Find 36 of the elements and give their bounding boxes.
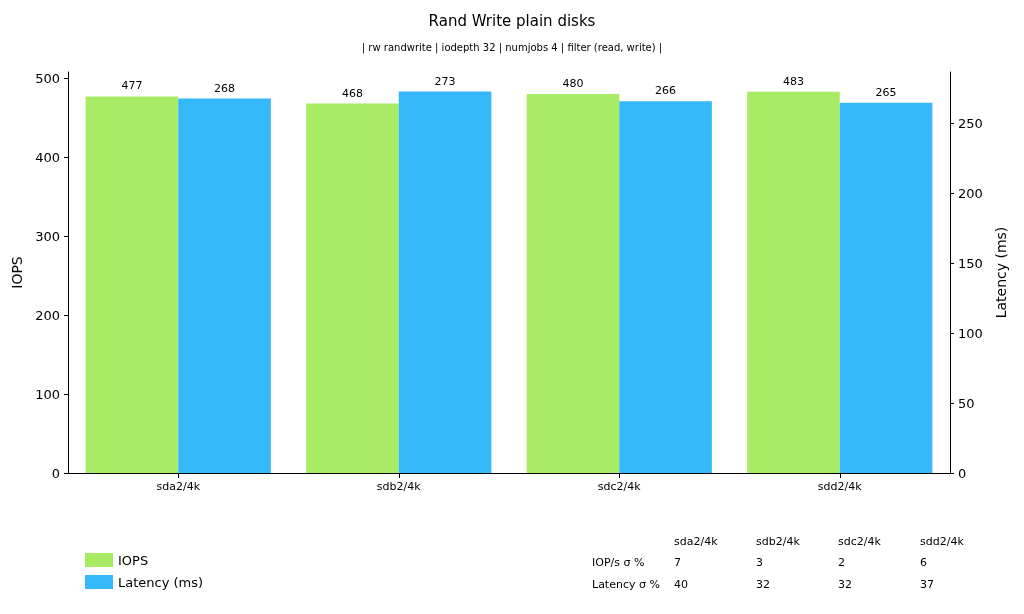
x-tick-label: sda2/4k bbox=[156, 480, 201, 493]
legend-label: IOPS bbox=[118, 552, 149, 568]
data-label: 468 bbox=[341, 86, 363, 100]
data-label: 268 bbox=[214, 81, 236, 95]
x-tick-label: sdd2/4k bbox=[817, 480, 863, 493]
y-tick-label: 500 bbox=[35, 70, 60, 86]
chart-title: Rand Write plain disks bbox=[428, 11, 596, 30]
category-label: sdd2/4k bbox=[920, 535, 964, 548]
data-label: 483 bbox=[782, 74, 804, 88]
data-label: 480 bbox=[562, 77, 584, 91]
y-tick-label: 200 bbox=[35, 307, 60, 323]
y2-tick-label: 250 bbox=[958, 116, 983, 132]
y2-tick-label: 150 bbox=[958, 255, 983, 271]
y-tick-label: 400 bbox=[35, 149, 60, 165]
data-label: 273 bbox=[434, 74, 456, 88]
y-tick-label: 100 bbox=[35, 386, 60, 402]
y2-tick-label: 200 bbox=[958, 186, 983, 202]
x-tick-label: sdc2/4k bbox=[597, 480, 642, 493]
y-axis-title: IOPS bbox=[9, 256, 26, 289]
y2-tick-label: 50 bbox=[958, 395, 975, 411]
data-label: 265 bbox=[875, 85, 897, 99]
y2-tick-label: 0 bbox=[958, 465, 967, 481]
legend-label: Latency (ms) bbox=[118, 574, 204, 590]
y2-axis-title: Latency (ms) bbox=[992, 226, 1009, 319]
text: Latency σ % 40 32 32 37 bbox=[592, 578, 934, 591]
x-tick-label: sdb2/4k bbox=[376, 480, 422, 493]
category-label: sdb2/4k bbox=[756, 535, 800, 548]
category-label: sda2/4k bbox=[674, 535, 718, 548]
y-tick-label: 0 bbox=[51, 465, 60, 481]
text: IOP/s σ % 7 3 2 6 bbox=[592, 556, 927, 569]
chart-subtitle: | rw randwrite | iodepth 32 | numjobs 4 | filter (read, write) | bbox=[361, 41, 663, 54]
data-label: 266 bbox=[655, 84, 677, 98]
data-label: 477 bbox=[121, 79, 143, 93]
y-tick-label: 300 bbox=[35, 228, 60, 244]
category-label: sdc2/4k bbox=[838, 535, 881, 548]
y2-tick-label: 100 bbox=[958, 325, 983, 341]
